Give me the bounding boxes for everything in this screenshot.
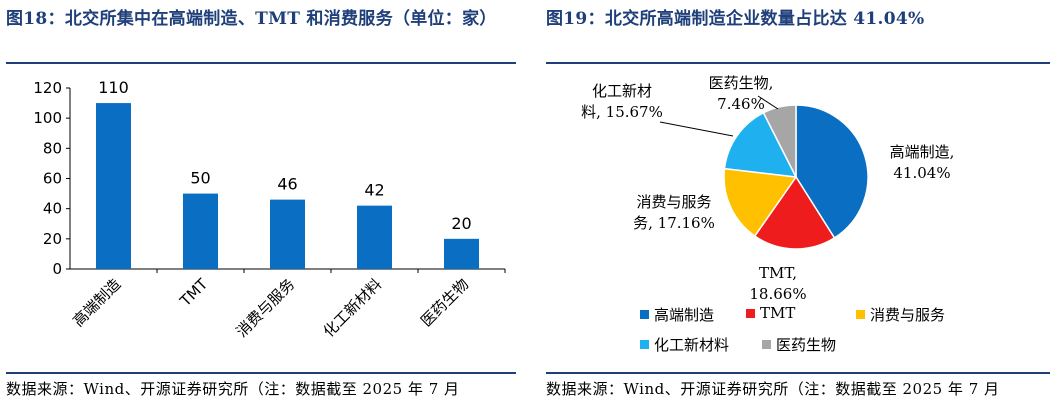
y-tick-label: 60	[43, 170, 62, 188]
leader-line	[659, 121, 734, 137]
pie-slice-label: 高端制造,	[890, 143, 955, 161]
bar-data-label: 42	[364, 181, 384, 200]
bar	[444, 238, 479, 269]
legend-label: TMT	[760, 304, 796, 322]
pie-slice-label: 医药生物,	[709, 74, 774, 92]
bar-chart: 0 20 40 60 80 100 120 110 高端制造 50 TMT 46 消费与服务 42 化工新材…	[33, 78, 506, 341]
y-tick-label: 80	[43, 139, 62, 157]
legend-swatch	[762, 340, 771, 349]
top-rule	[546, 62, 1050, 64]
y-tick-label: 100	[33, 109, 62, 127]
y-tick-label: 0	[52, 260, 62, 278]
pie-slice-label: 18.66%	[749, 285, 806, 303]
legend-swatch	[856, 310, 865, 319]
legend-swatch	[640, 310, 649, 319]
legend-label: 化工新材料	[654, 336, 730, 354]
bar-data-label: 50	[190, 169, 210, 188]
legend-item: 消费与服务	[856, 304, 945, 325]
pie-slice-label: 料, 15.67%	[581, 103, 663, 121]
pie-slice	[753, 175, 836, 250]
legend-label: 医药生物	[776, 336, 837, 354]
leader-line	[757, 95, 779, 110]
pie-slice-label: 消费与服务	[636, 193, 711, 211]
legend-swatch	[746, 308, 755, 318]
bar	[183, 193, 218, 269]
pie-slice	[723, 111, 798, 178]
pie-slice-label: 41.04%	[893, 164, 950, 182]
y-tick-label: 120	[33, 79, 62, 97]
legend-item: TMT	[746, 304, 795, 322]
pie-slice-label: 务, 17.16%	[633, 214, 715, 232]
pie-slice	[723, 167, 798, 238]
bar-chart-source: 数据来源：Wind、开源证券研究所（注：数据截至 2025 年 7 月	[6, 380, 460, 398]
legend-swatch	[640, 340, 649, 349]
x-category-label: 化工新材料	[320, 275, 386, 341]
bar-data-label: 20	[451, 214, 471, 233]
y-tick-label: 40	[43, 200, 62, 218]
legend-label: 高端制造	[654, 306, 715, 324]
pie-slice-label: 化工新材	[592, 82, 652, 100]
pie-chart-title: 图19：北交所高端制造企业数量占比达 41.04%	[546, 9, 925, 29]
bottom-rule	[546, 372, 1050, 374]
bar	[270, 199, 305, 269]
bar-data-label: 46	[277, 175, 297, 194]
legend-item: 医药生物	[762, 334, 836, 355]
x-category-label: TMT	[176, 275, 212, 311]
y-tick-label: 20	[43, 230, 62, 248]
bar	[96, 103, 131, 269]
bar-data-label: 110	[98, 78, 129, 97]
legend-item: 化工新材料	[640, 334, 729, 355]
pie-chart-source: 数据来源：Wind、开源证券研究所（注：数据截至 2025 年 7 月	[546, 380, 1000, 398]
bottom-rule	[6, 372, 516, 374]
pie-slice-label: 7.46%	[717, 95, 765, 113]
bar	[357, 205, 392, 269]
legend-item: 高端制造	[640, 304, 714, 325]
x-category-label: 消费与服务	[233, 275, 299, 341]
bar-chart-title: 图18：北交所集中在高端制造、TMT 和消费服务（单位：家）	[6, 9, 497, 29]
legend-label: 消费与服务	[870, 306, 946, 324]
x-category-label: 高端制造	[69, 275, 124, 330]
top-rule	[6, 62, 516, 64]
pie-slice-label: TMT,	[759, 264, 797, 282]
pie-slice	[762, 104, 797, 178]
x-category-label: 医药生物	[417, 275, 472, 330]
